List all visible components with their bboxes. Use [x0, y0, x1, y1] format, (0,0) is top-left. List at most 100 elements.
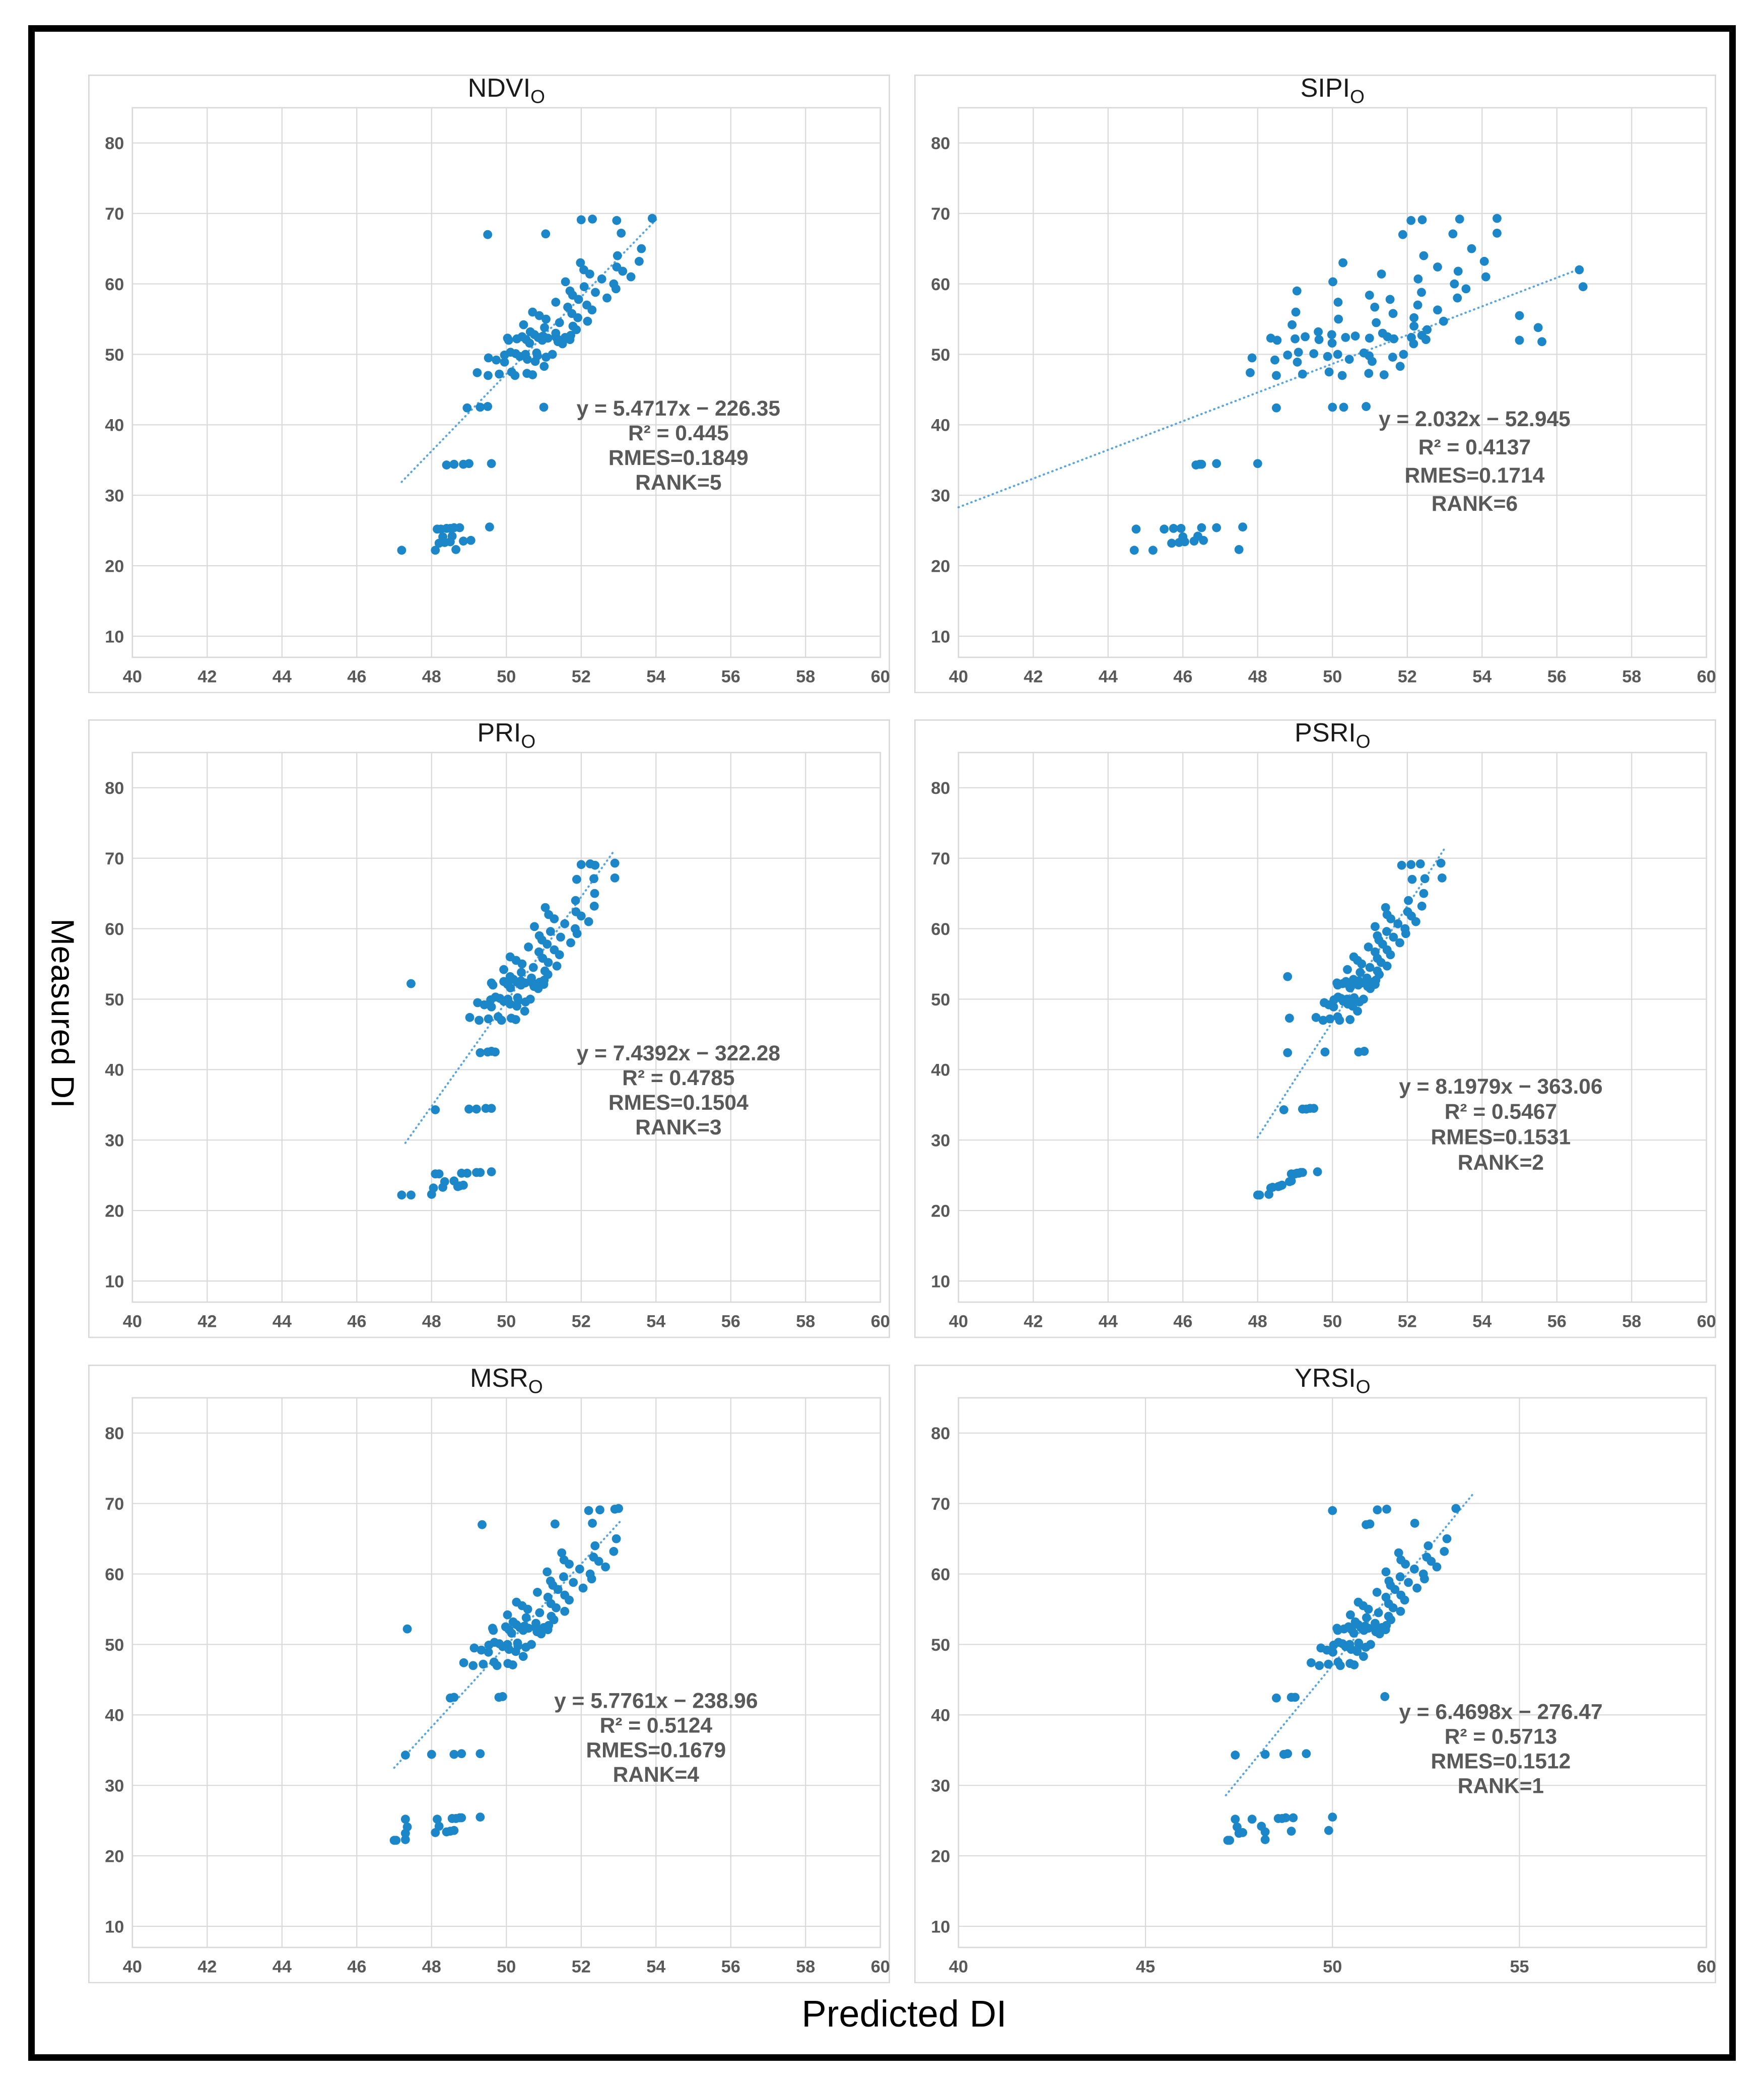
- svg-text:50: 50: [105, 990, 124, 1010]
- svg-text:60: 60: [1697, 1957, 1716, 1976]
- svg-text:58: 58: [796, 1957, 815, 1976]
- y-axis-label: Measured DI: [45, 918, 81, 1109]
- trendline: [404, 849, 616, 1145]
- svg-text:46: 46: [347, 1312, 366, 1331]
- annotation-r2: R² = 0.5124: [600, 1713, 713, 1737]
- svg-text:42: 42: [197, 1957, 217, 1976]
- svg-text:48: 48: [422, 667, 441, 686]
- svg-text:10: 10: [931, 1917, 950, 1936]
- svg-text:48: 48: [1248, 1312, 1267, 1331]
- chart-title: NDVIO: [468, 75, 545, 107]
- svg-text:20: 20: [931, 557, 950, 576]
- svg-text:50: 50: [497, 1957, 516, 1976]
- svg-text:70: 70: [105, 1495, 124, 1514]
- annotation-equation: y = 2.032x − 52.945: [1379, 407, 1571, 431]
- svg-text:80: 80: [105, 1424, 124, 1443]
- scatter-points: [1253, 858, 1447, 1200]
- svg-text:40: 40: [949, 1312, 968, 1331]
- svg-text:44: 44: [1099, 1312, 1118, 1331]
- tick-labels: 40 42 44 46 48 50 52 54 56 58 60 10 20 30 40 50 60 70 80: [105, 134, 890, 686]
- svg-text:52: 52: [572, 1957, 591, 1976]
- svg-text:50: 50: [931, 990, 950, 1010]
- svg-text:20: 20: [105, 557, 124, 576]
- svg-text:46: 46: [1173, 1312, 1192, 1331]
- svg-text:60: 60: [931, 920, 950, 939]
- svg-text:80: 80: [931, 779, 950, 798]
- svg-text:70: 70: [931, 849, 950, 868]
- annotation-equation: y = 6.4698x − 276.47: [1399, 1700, 1602, 1724]
- tick-labels: 40 42 44 46 48 50 52 54 56 58 60 10 20 30 40 50 60 70 80: [105, 779, 890, 1331]
- annotation-rank: RANK=1: [1458, 1774, 1544, 1798]
- tick-labels: 40 42 44 46 48 50 52 54 56 58 60 10 20 30 40 50 60 70 80: [931, 779, 1716, 1331]
- scatter-chart-psri: PSRIO 40 42 44 46 48 50 52 54 56 58 60 10 20 30 40 50 60 7…: [914, 719, 1716, 1338]
- svg-text:48: 48: [422, 1312, 441, 1331]
- svg-text:40: 40: [931, 416, 950, 435]
- svg-text:46: 46: [347, 667, 366, 686]
- svg-text:52: 52: [1398, 667, 1417, 686]
- annotation-rmes: RMES=0.1849: [608, 446, 749, 470]
- y-axis-label-area: Measured DI: [38, 44, 88, 1983]
- svg-text:50: 50: [1323, 1312, 1342, 1331]
- chart-title: SIPIO: [1301, 75, 1365, 107]
- svg-text:52: 52: [572, 667, 591, 686]
- svg-text:50: 50: [931, 346, 950, 365]
- scatter-chart-yrsi: YRSIO 40 45 50 55 60 10 20 30 40 50 60 70 80 y = 6.469…: [914, 1364, 1716, 1983]
- svg-text:60: 60: [105, 920, 124, 939]
- svg-text:54: 54: [646, 667, 665, 686]
- svg-text:44: 44: [1099, 667, 1118, 686]
- scatter-points: [397, 214, 657, 555]
- svg-text:50: 50: [105, 346, 124, 365]
- annotation-equation: y = 7.4392x − 322.28: [577, 1041, 780, 1065]
- annotation-block: y = 2.032x − 52.945 R² = 0.4137 RMES=0.171…: [1379, 407, 1571, 516]
- scatter-chart-pri: PRIO 40 42 44 46 48 50 52 54 56 58 60 10 20 30 40 50 60 70…: [88, 719, 890, 1338]
- svg-text:56: 56: [1547, 1312, 1567, 1331]
- svg-text:42: 42: [1024, 1312, 1043, 1331]
- scatter-chart-msr: MSRO 40 42 44 46 48 50 52 54 56 58 60 10 20 30 40 50 60 70…: [88, 1364, 890, 1983]
- scatter-chart-ndvi: NDVIO 40 42 44 46 48 50 52 54 56 58 60 10 20 30 40 50 60 7…: [88, 75, 890, 694]
- svg-text:46: 46: [1173, 667, 1192, 686]
- trendline: [400, 219, 657, 483]
- svg-text:50: 50: [1323, 667, 1342, 686]
- annotation-rank: RANK=6: [1432, 492, 1518, 516]
- svg-text:58: 58: [796, 667, 815, 686]
- svg-text:55: 55: [1510, 1957, 1529, 1976]
- scatter-points: [397, 858, 620, 1200]
- trendline: [1256, 847, 1446, 1138]
- svg-text:56: 56: [721, 667, 740, 686]
- svg-text:60: 60: [871, 1957, 890, 1976]
- trendline: [957, 268, 1581, 509]
- svg-text:50: 50: [497, 667, 516, 686]
- svg-text:44: 44: [273, 1957, 292, 1976]
- svg-text:48: 48: [1248, 667, 1267, 686]
- annotation-rank: RANK=4: [613, 1763, 700, 1787]
- svg-text:80: 80: [105, 134, 124, 153]
- svg-text:30: 30: [931, 487, 950, 506]
- svg-text:20: 20: [105, 1847, 124, 1866]
- svg-text:54: 54: [1472, 1312, 1491, 1331]
- annotation-r2: R² = 0.5467: [1445, 1100, 1557, 1124]
- svg-text:10: 10: [931, 627, 950, 646]
- scatter-points: [1223, 1504, 1461, 1845]
- tick-labels: 40 42 44 46 48 50 52 54 56 58 60 10 20 30 40 50 60 70 80: [931, 134, 1716, 686]
- chart-title: PSRIO: [1295, 719, 1371, 752]
- svg-text:70: 70: [105, 849, 124, 868]
- annotation-equation: y = 8.1979x − 363.06: [1399, 1074, 1602, 1099]
- svg-text:54: 54: [1472, 667, 1491, 686]
- figure-border: Measured DI NDVIO 40 42 44 46 48 50 52 54 56 58 60 1…: [28, 25, 1736, 2061]
- svg-text:58: 58: [1622, 1312, 1641, 1331]
- annotation-r2: R² = 0.5713: [1445, 1724, 1557, 1748]
- svg-text:40: 40: [949, 667, 968, 686]
- svg-text:40: 40: [105, 416, 124, 435]
- annotation-r2: R² = 0.4137: [1418, 435, 1531, 459]
- svg-text:40: 40: [123, 667, 142, 686]
- svg-text:60: 60: [105, 275, 124, 294]
- svg-text:30: 30: [105, 487, 124, 506]
- svg-text:40: 40: [949, 1957, 968, 1976]
- scatter-chart-sipi: SIPIO 40 42 44 46 48 50 52 54 56 58 60 10 20 30 40 50 60 7…: [914, 75, 1716, 694]
- scatter-points: [1129, 214, 1588, 555]
- svg-text:50: 50: [1323, 1957, 1342, 1976]
